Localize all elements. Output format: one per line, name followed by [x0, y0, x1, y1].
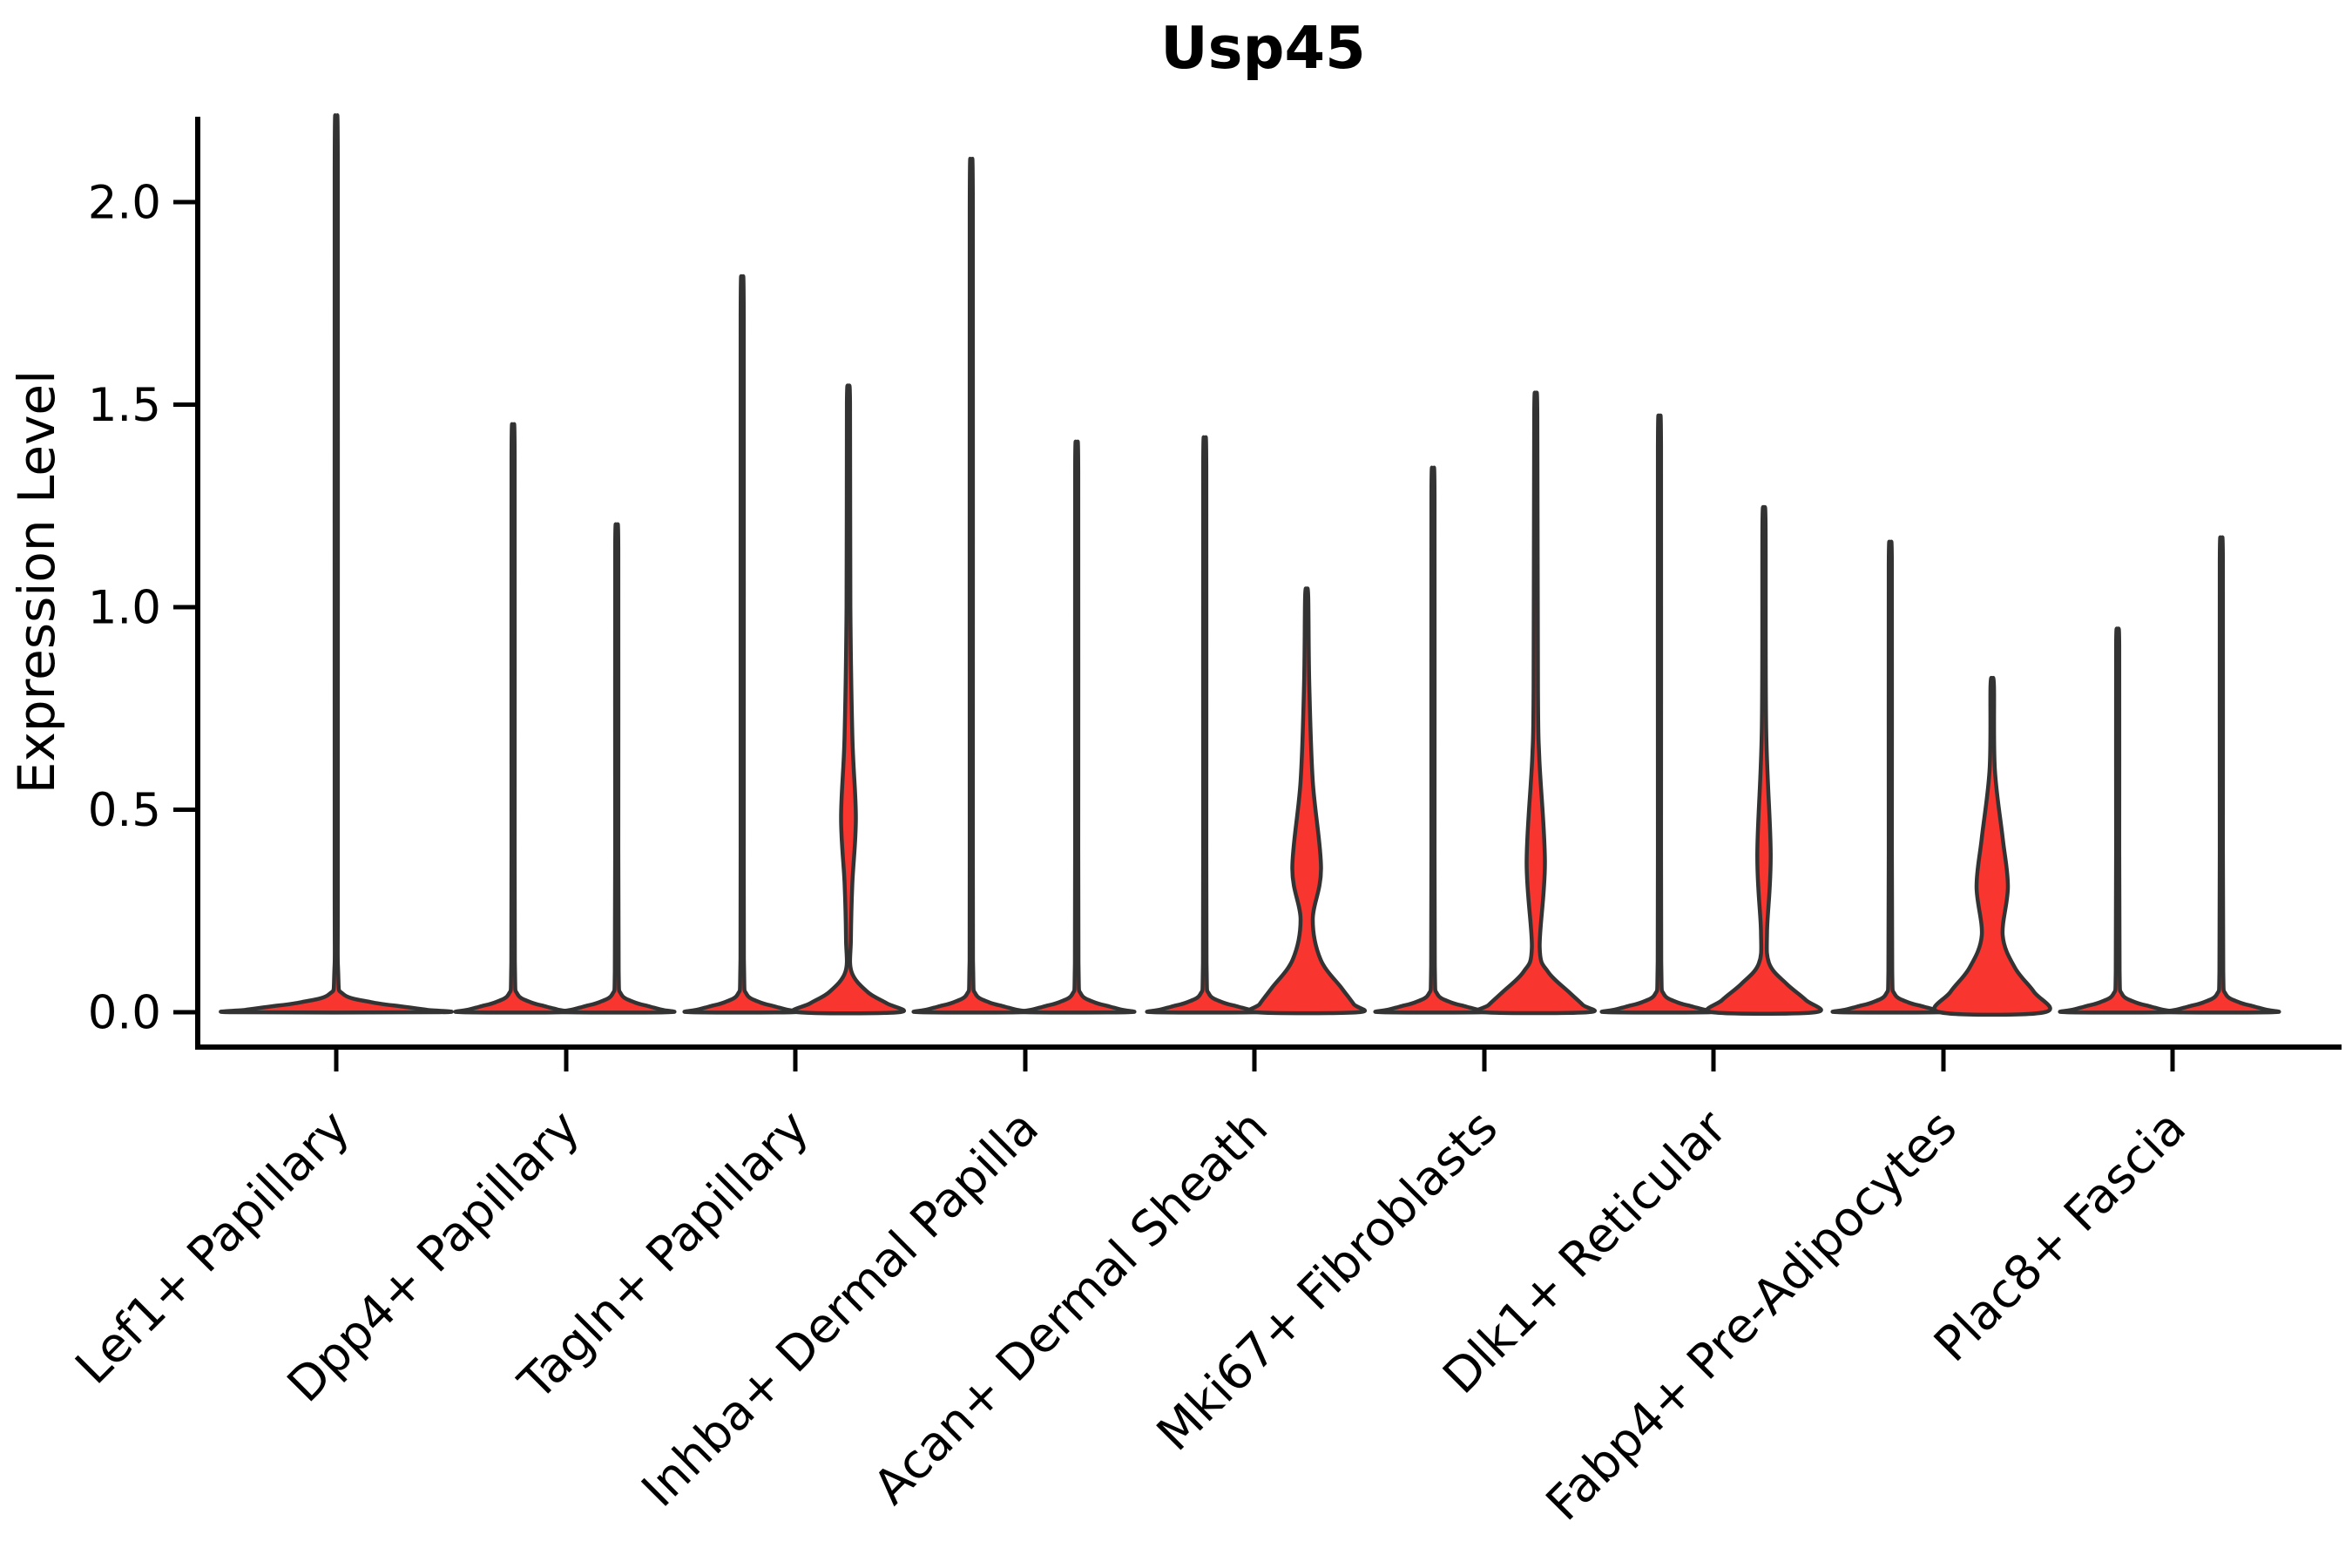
violin-mki67-fibroblasts-right: [1475, 390, 1597, 1016]
x-tick-label: Fabp4+ Pre-Adipocytes: [1535, 1099, 1967, 1531]
violin-dpp4-papillary-right: [557, 522, 677, 1015]
chart-title: Usp45: [1160, 14, 1365, 82]
violin-lef1-papillary-single: [219, 113, 454, 1015]
violin-dpp4-papillary-left: [453, 422, 573, 1015]
violin-tagln-papillary-right: [790, 383, 907, 1016]
y-axis-label: Expression Level: [7, 370, 66, 794]
violin-dlk1-reticular-right: [1705, 504, 1823, 1016]
violin-plac8-fascia-left: [2058, 626, 2178, 1015]
violin-acan-dermal-sheath-left: [1145, 435, 1265, 1015]
violin-acan-dermal-sheath-right: [1247, 586, 1367, 1016]
violin-fabp4-pre-adipocytes-left: [1830, 539, 1950, 1015]
violin-inhba-dermal-papilla-left: [911, 157, 1031, 1015]
y-tick-label: 1.0: [88, 582, 161, 635]
x-tick-label: Acan+ Dermal Sheath: [862, 1099, 1278, 1515]
x-tick-label: Inhba+ Dermal Papilla: [631, 1099, 1049, 1517]
violin-mki67-fibroblasts-left: [1373, 465, 1493, 1015]
violin-fabp4-pre-adipocytes-right: [1932, 675, 2052, 1017]
y-tick-label: 1.5: [88, 379, 161, 432]
violin-plac8-fascia-right: [2161, 535, 2281, 1015]
violin-tagln-papillary-left: [682, 274, 802, 1015]
y-tick-label: 2.0: [88, 177, 161, 230]
violin-inhba-dermal-papilla-right: [1017, 439, 1137, 1015]
y-tick-label: 0.5: [88, 784, 161, 837]
y-tick-label: 0.0: [88, 987, 161, 1040]
violin-dlk1-reticular-left: [1599, 413, 1720, 1015]
